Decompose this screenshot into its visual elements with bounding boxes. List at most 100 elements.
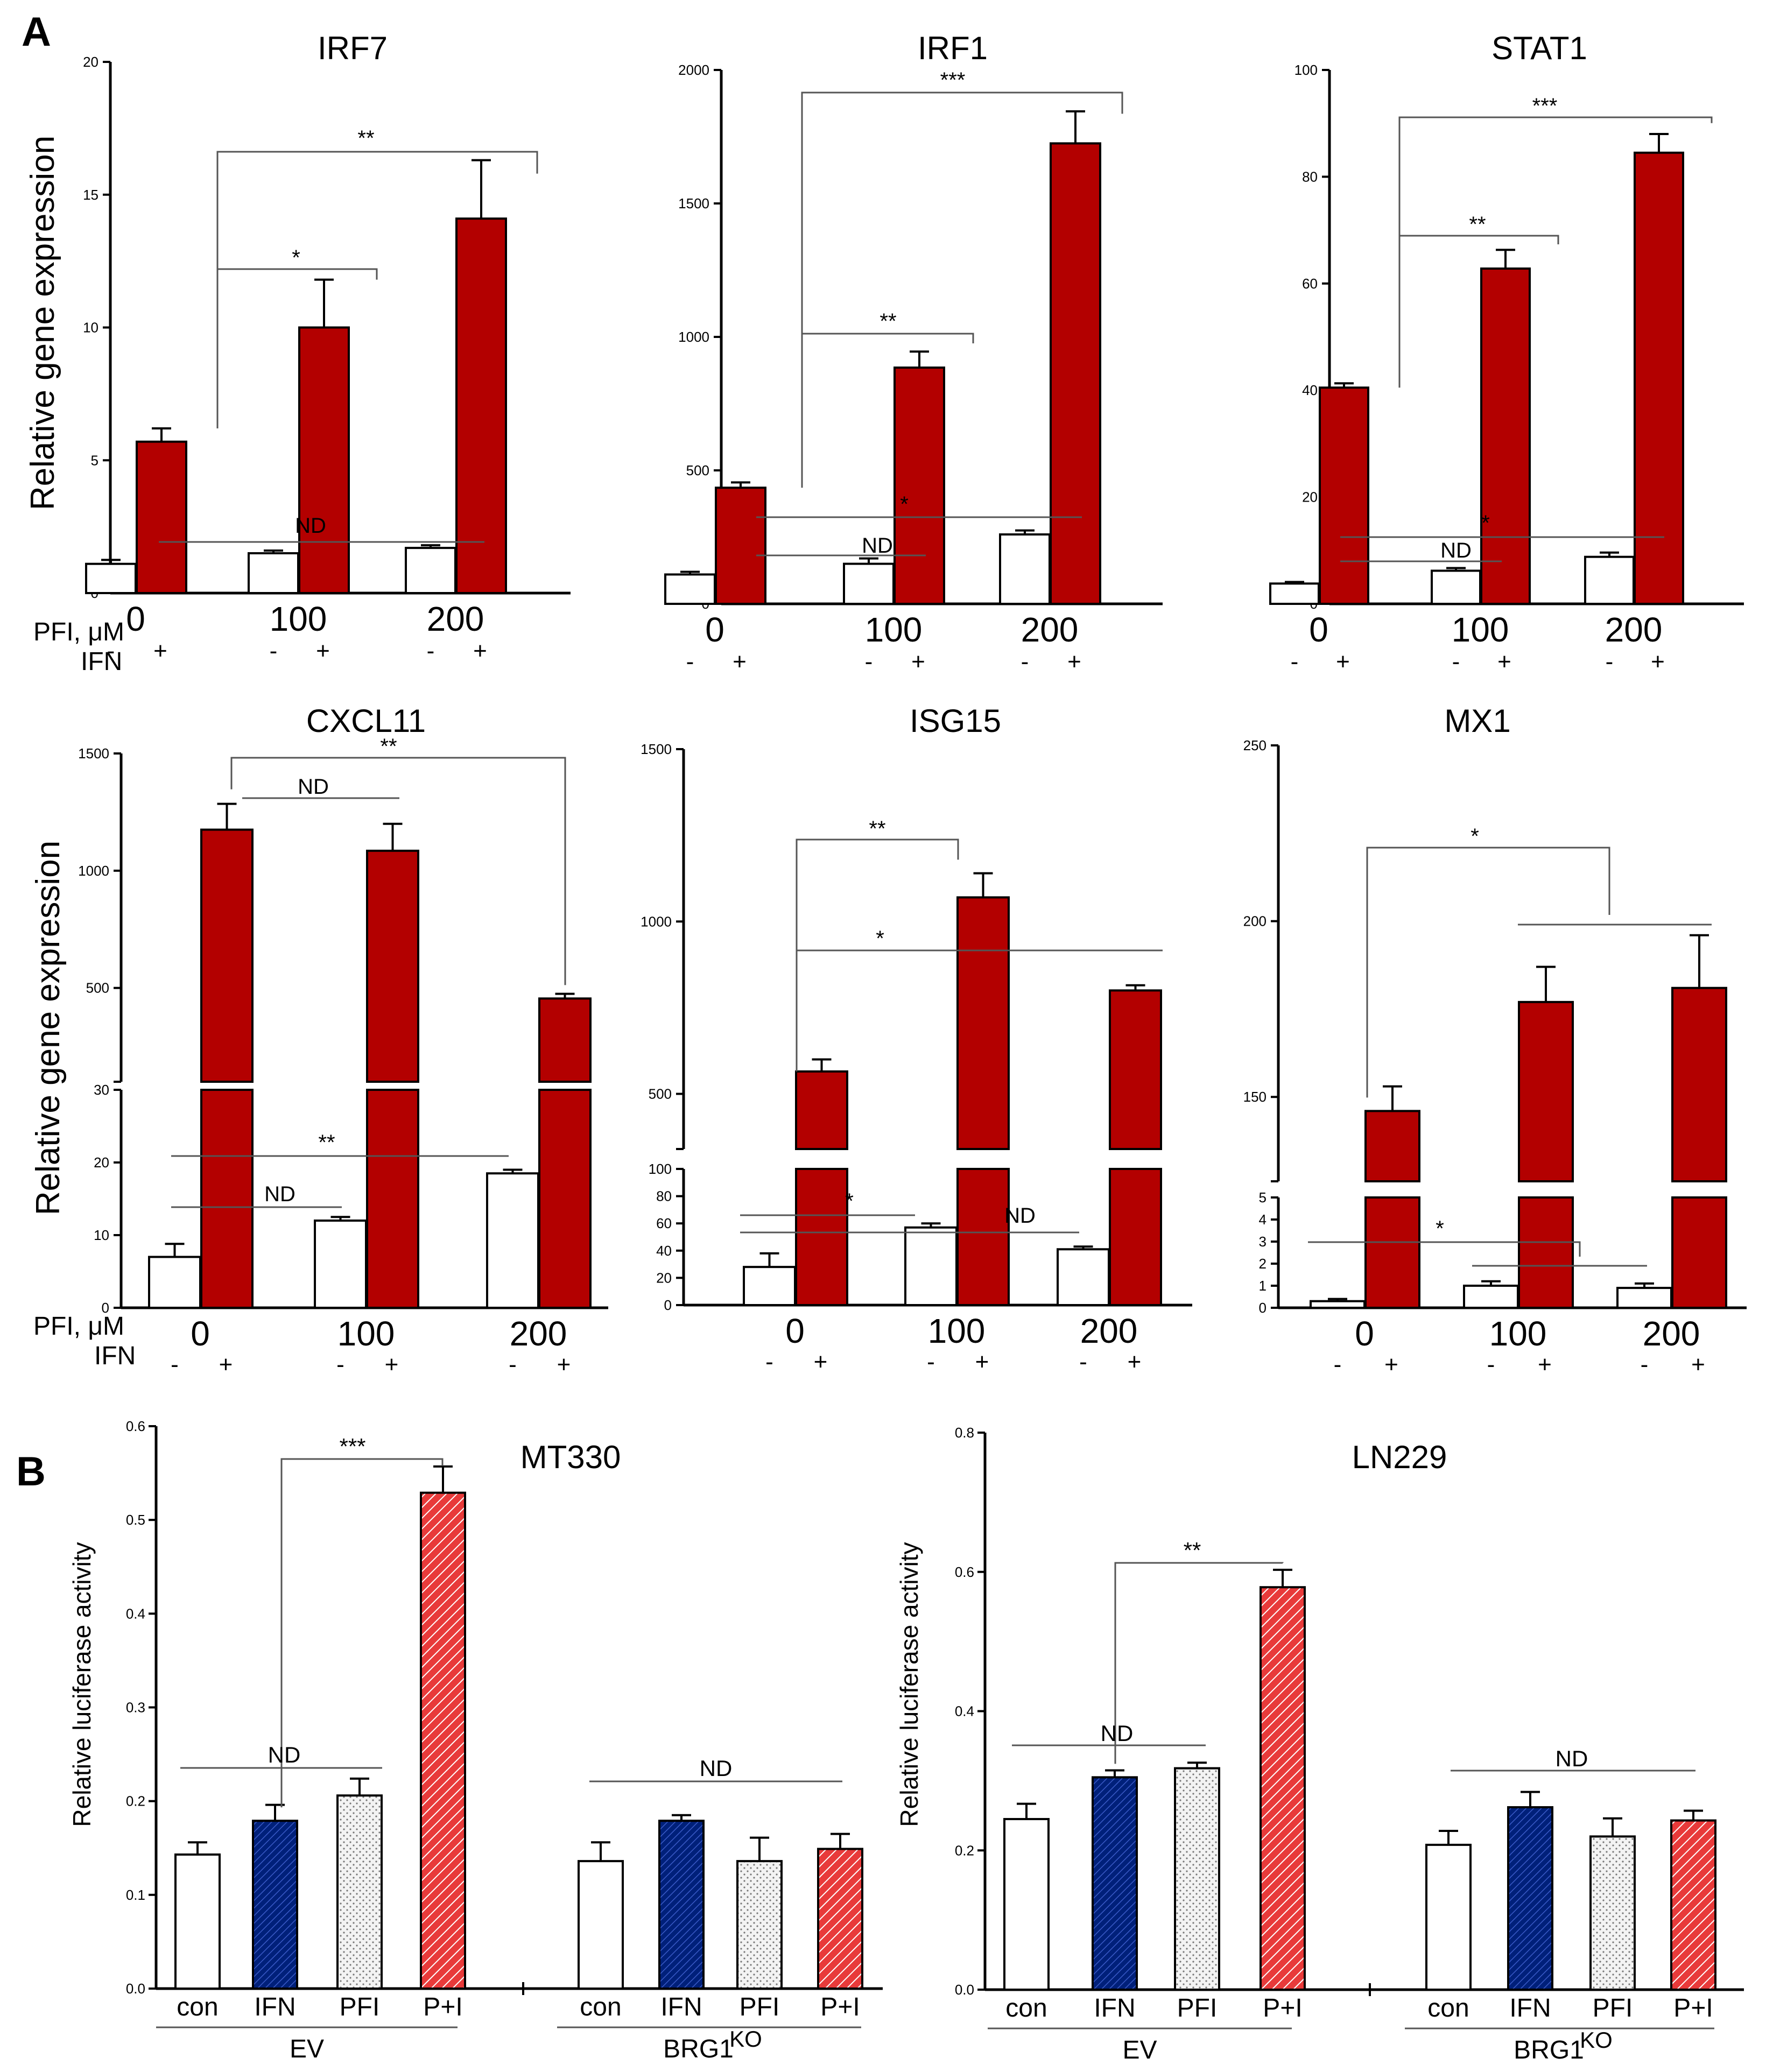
ifn-plus: + [557,1351,571,1378]
chart-title: STAT1 [1491,30,1587,66]
sig-label: *** [1532,94,1558,118]
bar-minus [664,573,716,605]
bar-ifn [252,1820,298,1990]
y-tick-label: 0.2 [126,1793,145,1809]
category-label: P+I [1263,1994,1302,2022]
bar-minus [843,562,895,605]
ifn-minus: - [1079,1349,1087,1375]
sig-label: ND [1440,539,1472,562]
sig-label: ND [268,1742,301,1767]
bar-minus [248,552,299,594]
y-tick-label: 80 [656,1188,672,1204]
y-tick-label: 100 [649,1161,672,1177]
ifn-plus: + [1497,649,1511,675]
bar-minus [85,562,137,594]
y-tick-label: 150 [1243,1089,1267,1105]
ifn-minus: - [1606,649,1614,675]
ifn-plus: + [219,1351,233,1378]
bar-minus [1431,569,1481,605]
category-label: PFI [1593,1994,1633,2022]
sig-label: ND [700,1756,733,1781]
y-tick-label: 15 [83,187,99,203]
sig-label: *** [339,1434,365,1459]
category-label: IFN [254,1993,296,2021]
ifn-label: IFN [81,647,122,676]
y-tick-label: 10 [94,1227,109,1243]
ifn-plus: + [473,638,487,664]
y-tick-label: 4 [1259,1211,1267,1228]
y-tick-label: 20 [94,1154,109,1171]
ifn-label: IFN [94,1342,136,1370]
y-tick-label: 5 [91,452,99,468]
sig-label: ** [357,126,374,150]
y-tick-label: 0.3 [126,1700,145,1716]
sig-label: *** [940,68,966,92]
category-label: 0 [191,1314,210,1353]
bar-ifn [658,1820,705,1990]
category-label: P+I [423,1993,462,2021]
bar-plus [366,849,419,1083]
ifn-minus: - [1291,649,1299,675]
y-tick-label: 20 [1302,489,1318,505]
category-label: 100 [270,600,327,638]
sig-bracket [230,757,566,985]
chart-title: IRF7 [318,30,388,66]
bar-minus [405,547,456,594]
bar-plus-lower [1364,1196,1420,1309]
category-label: 0 [126,600,145,638]
ifn-minus: - [107,638,115,664]
ifn-plus: + [814,1349,828,1375]
bar-minus [148,1256,201,1309]
ifn-plus: + [1651,649,1665,675]
ifn-minus: - [171,1351,179,1378]
ifn-minus: - [865,649,873,675]
category-label: 200 [510,1314,567,1353]
sig-bracket [1308,1241,1581,1257]
sig-label: * [845,1189,854,1213]
category-label: 200 [1021,610,1079,649]
bar-plus [136,440,187,595]
y-tick-label: 0 [102,1300,109,1316]
ifn-plus: + [733,649,747,675]
category-label: IFN [1094,1994,1135,2022]
y-tick-label: 500 [86,980,109,996]
bar-plus [795,1070,848,1151]
ifn-minus: - [1487,1351,1495,1378]
y-tick-label: 0 [1259,1300,1267,1316]
ifn-minus: - [1334,1351,1342,1378]
group-label-brg1-superscript: KO [1580,2027,1613,2053]
category-label: PFI [1177,1994,1218,2022]
category-label: 100 [1489,1314,1547,1353]
ifn-minus: - [1641,1351,1649,1378]
bar-plus [1480,267,1531,605]
ifn-minus: - [1452,649,1460,675]
sig-label: ** [1469,213,1486,236]
category-label: IFN [1509,1994,1551,2022]
category-label: P+I [1673,1994,1713,2022]
sig-label: * [1481,511,1490,535]
ifn-minus: - [427,638,435,664]
bar-plus [893,367,945,605]
sig-label: * [876,927,884,950]
y-tick-label: 500 [686,462,709,478]
bar-plus [1319,386,1369,605]
bar-minus [314,1220,367,1309]
group-label-brg1: BRG1 [663,2035,734,2063]
sig-label: * [292,246,300,270]
y-tick-label: 2 [1259,1256,1267,1272]
panel-label-b: B [16,1449,46,1495]
y-tick-label: 1000 [678,329,709,345]
sig-label: ** [880,309,896,333]
y-tick-label: 0.4 [955,1703,974,1719]
y-tick-label: 0.1 [126,1887,145,1903]
y-tick-label: 500 [649,1086,672,1102]
chart-title: MT330 [520,1439,621,1475]
bar-pfi [336,1794,383,1990]
category-label: 200 [1605,610,1663,649]
y-tick-label: 1 [1259,1278,1267,1294]
bar-plus [298,326,350,594]
bar-p-plus-i [817,1848,863,1990]
category-label: P+I [820,1993,860,2021]
sig-bracket [1366,847,1610,1098]
